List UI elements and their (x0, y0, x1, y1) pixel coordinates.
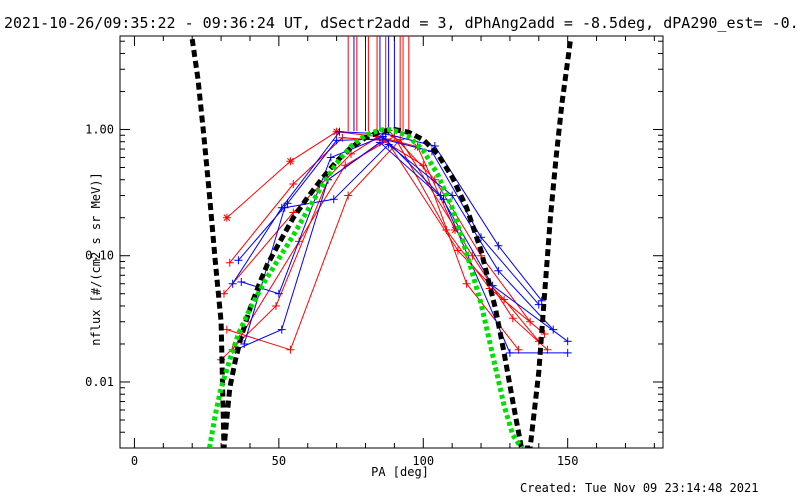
plot-frame (119, 35, 664, 449)
red-data-point (287, 157, 294, 165)
red-series-line (226, 131, 456, 231)
x-tick-label: 0 (131, 454, 138, 468)
y-tick-label: 0.01 (85, 375, 114, 389)
axis-ticks: 0 50 100 150 0.01 0.10 1.00 (85, 36, 663, 468)
x-axis-label: PA [deg] (371, 465, 429, 479)
series-layer (217, 36, 572, 364)
red-series-line (229, 137, 519, 351)
created-timestamp: Created: Tue Nov 09 23:14:48 2021 (520, 481, 759, 495)
red-series-line (232, 135, 545, 351)
y-axis-label: nflux [#/(cm2 s sr MeV)] (89, 172, 103, 345)
black-fit-curve (189, 38, 574, 448)
red-data-point (223, 214, 231, 222)
blue-series-line (243, 143, 554, 345)
green-fit-curve (207, 127, 524, 448)
red-series-line (226, 138, 548, 351)
chart-title: 2021-10-26/09:35:22 - 09:36:24 UT, dSect… (4, 14, 800, 32)
x-tick-label: 150 (557, 454, 579, 468)
blue-series-line (238, 138, 540, 305)
fit-curves-layer (189, 38, 574, 448)
x-tick-label: 50 (272, 454, 286, 468)
y-tick-label: 1.00 (85, 122, 114, 136)
x-tick-label: 100 (412, 454, 434, 468)
y-tick-label: 0.10 (85, 249, 114, 263)
plot-border (119, 35, 664, 449)
blue-series-line (235, 141, 568, 354)
